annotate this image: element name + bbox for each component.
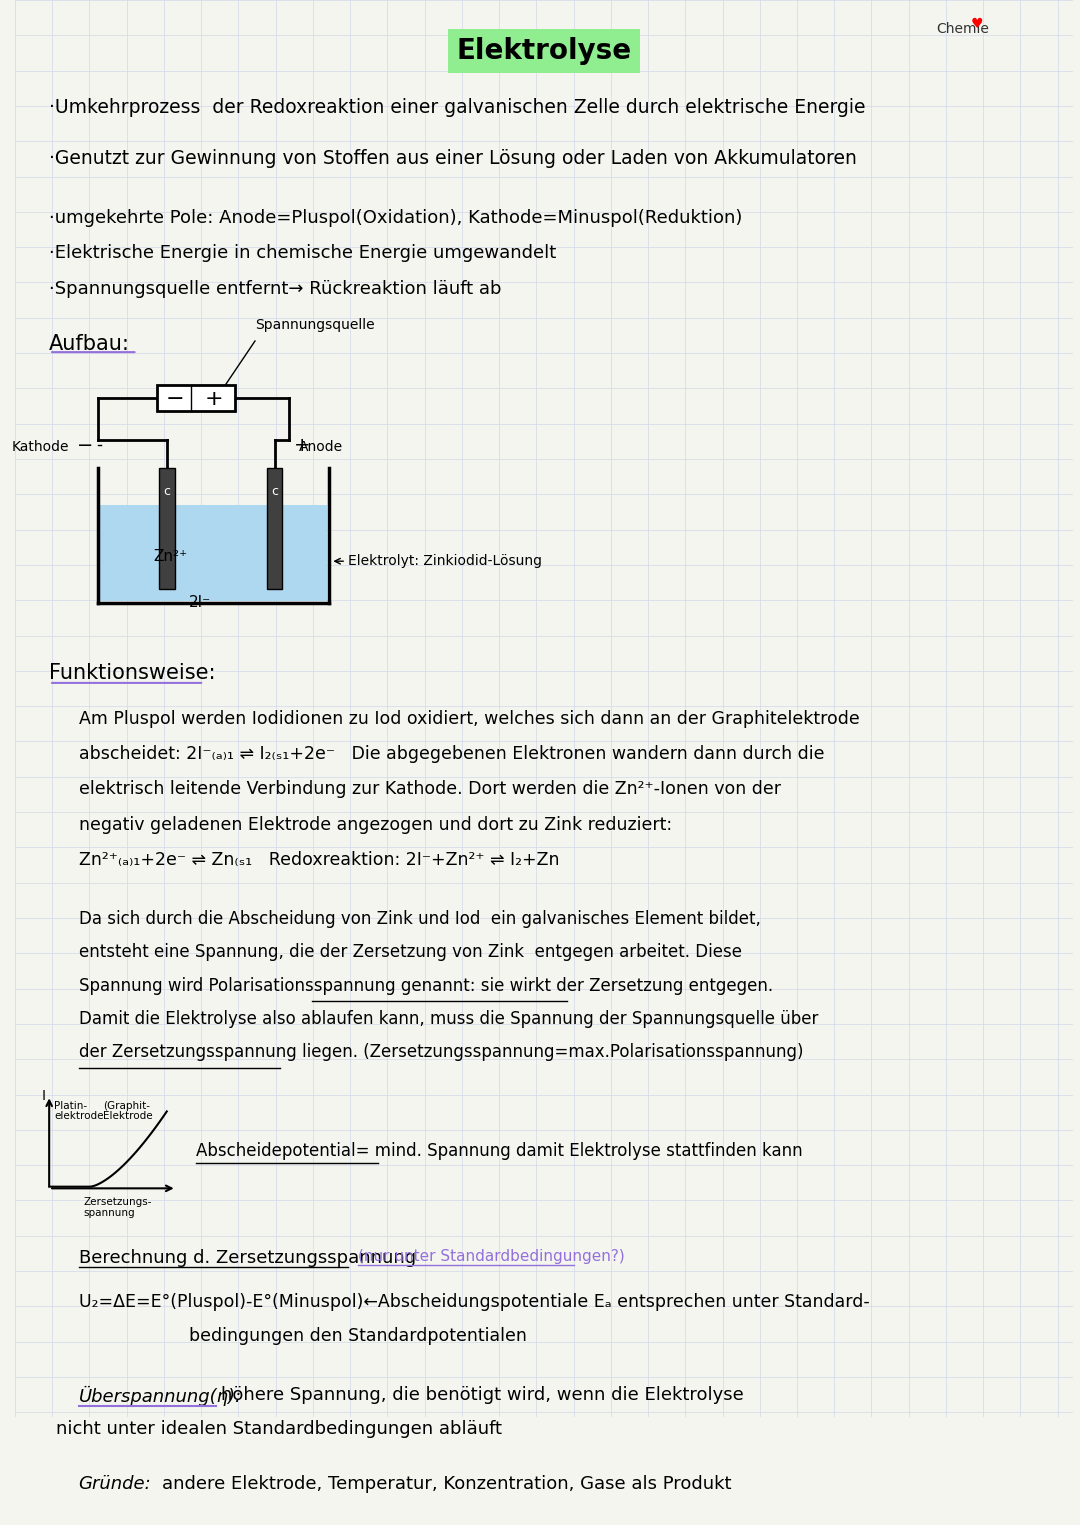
Text: höhere Spannung, die benötigt wird, wenn die Elektrolyse: höhere Spannung, die benötigt wird, wenn… — [220, 1386, 743, 1405]
Text: ·umgekehrte Pole: Anode=Pluspol(Oxidation), Kathode=Minuspol(Reduktion): ·umgekehrte Pole: Anode=Pluspol(Oxidatio… — [50, 209, 743, 227]
Text: Zersetzungs-: Zersetzungs- — [83, 1197, 152, 1208]
Text: Elektrode: Elektrode — [103, 1110, 152, 1121]
Text: Abscheidepotential= mind. Spannung damit Elektrolyse stattfinden kann: Abscheidepotential= mind. Spannung damit… — [197, 1142, 802, 1161]
Text: Zn²⁺₍ₐ₎₁+2e⁻ ⇌ Zn₍ₛ₁   Redoxreaktion: 2I⁻+Zn²⁺ ⇌ I₂+Zn: Zn²⁺₍ₐ₎₁+2e⁻ ⇌ Zn₍ₛ₁ Redoxreaktion: 2I⁻+… — [79, 851, 559, 869]
Text: Anode: Anode — [299, 439, 343, 454]
Text: c: c — [163, 485, 171, 499]
Text: Am Pluspol werden Iodidionen zu Iod oxidiert, welches sich dann an der Graphitel: Am Pluspol werden Iodidionen zu Iod oxid… — [79, 709, 860, 727]
Text: Spannungsquelle: Spannungsquelle — [255, 317, 375, 332]
Text: Zn²⁺: Zn²⁺ — [153, 549, 188, 564]
Text: Chemie: Chemie — [936, 21, 989, 35]
Text: ·Genutzt zur Gewinnung von Stoffen aus einer Lösung oder Laden von Akkumulatoren: ·Genutzt zur Gewinnung von Stoffen aus e… — [50, 148, 858, 168]
Text: elektrisch leitende Verbindung zur Kathode. Dort werden die Zn²⁺-Ionen von der: elektrisch leitende Verbindung zur Katho… — [79, 781, 781, 799]
Text: U₂=ΔE=E°(Pluspol)-E°(Minuspol)←Abscheidungspotentiale Eₐ entsprechen unter Stand: U₂=ΔE=E°(Pluspol)-E°(Minuspol)←Abscheidu… — [79, 1293, 869, 1312]
Text: nicht unter idealen Standardbedingungen abläuft: nicht unter idealen Standardbedingungen … — [56, 1420, 502, 1438]
Text: −: − — [165, 389, 184, 409]
Text: elektrode: elektrode — [54, 1110, 104, 1121]
Text: −: − — [77, 436, 93, 454]
Text: andere Elektrode, Temperatur, Konzentration, Gase als Produkt: andere Elektrode, Temperatur, Konzentrat… — [162, 1475, 731, 1493]
Bar — [157, 384, 235, 410]
Text: +: + — [294, 436, 311, 454]
Text: der Zersetzungsspannung liegen. (Zersetzungsspannung=max.Polarisationsspannung): der Zersetzungsspannung liegen. (Zersetz… — [79, 1043, 804, 1061]
Text: Berechnung d. Zersetzungsspannung: Berechnung d. Zersetzungsspannung — [79, 1249, 416, 1267]
Text: c: c — [271, 485, 278, 499]
Text: spannung: spannung — [83, 1208, 135, 1218]
Text: ·Umkehrprozess  der Redoxreaktion einer galvanischen Zelle durch elektrische Ene: ·Umkehrprozess der Redoxreaktion einer g… — [50, 98, 866, 116]
Text: bedingungen den Standardpotentialen: bedingungen den Standardpotentialen — [189, 1327, 527, 1345]
Text: Da sich durch die Abscheidung von Zink und Iod  ein galvanisches Element bildet,: Da sich durch die Abscheidung von Zink u… — [79, 909, 760, 927]
Bar — [159, 468, 175, 589]
Text: (nur unter Standardbedingungen?): (nur unter Standardbedingungen?) — [357, 1249, 624, 1264]
Text: Gründe:: Gründe: — [79, 1475, 151, 1493]
Text: Elektrolyse: Elektrolyse — [457, 37, 632, 66]
Text: entsteht eine Spannung, die der Zersetzung von Zink  entgegen arbeitet. Diese: entsteht eine Spannung, die der Zersetzu… — [79, 942, 742, 961]
Text: negativ geladenen Elektrode angezogen und dort zu Zink reduziert:: negativ geladenen Elektrode angezogen un… — [79, 816, 672, 834]
Text: Elektrolyt: Zinkiodid-Lösung: Elektrolyt: Zinkiodid-Lösung — [348, 554, 542, 569]
Text: abscheidet: 2I⁻₍ₐ₎₁ ⇌ I₂₍ₛ₁+2e⁻   Die abgegebenen Elektronen wandern dann durch : abscheidet: 2I⁻₍ₐ₎₁ ⇌ I₂₍ₛ₁+2e⁻ Die abge… — [79, 746, 824, 762]
Bar — [100, 505, 326, 601]
Text: (Graphit-: (Graphit- — [103, 1101, 150, 1112]
Text: Kathode: Kathode — [11, 439, 69, 454]
Text: Überspannung(η):: Überspannung(η): — [79, 1386, 242, 1406]
Text: Damit die Elektrolyse also ablaufen kann, muss die Spannung der Spannungsquelle : Damit die Elektrolyse also ablaufen kann… — [79, 1010, 818, 1028]
Text: ·Spannungsquelle entfernt→ Rückreaktion läuft ab: ·Spannungsquelle entfernt→ Rückreaktion … — [50, 279, 502, 297]
Text: ♥: ♥ — [971, 17, 983, 30]
Text: Aufbau:: Aufbau: — [50, 334, 130, 354]
Text: I: I — [41, 1089, 45, 1103]
Text: ·Elektrische Energie in chemische Energie umgewandelt: ·Elektrische Energie in chemische Energi… — [50, 244, 556, 262]
Text: Funktionsweise:: Funktionsweise: — [50, 663, 216, 683]
Text: Spannung wird Polarisationsspannung genannt: sie wirkt der Zersetzung entgegen.: Spannung wird Polarisationsspannung gena… — [79, 976, 772, 994]
Text: Platin-: Platin- — [54, 1101, 87, 1112]
Text: 2I⁻: 2I⁻ — [189, 595, 211, 610]
Text: +: + — [204, 389, 224, 409]
Bar — [267, 468, 283, 589]
